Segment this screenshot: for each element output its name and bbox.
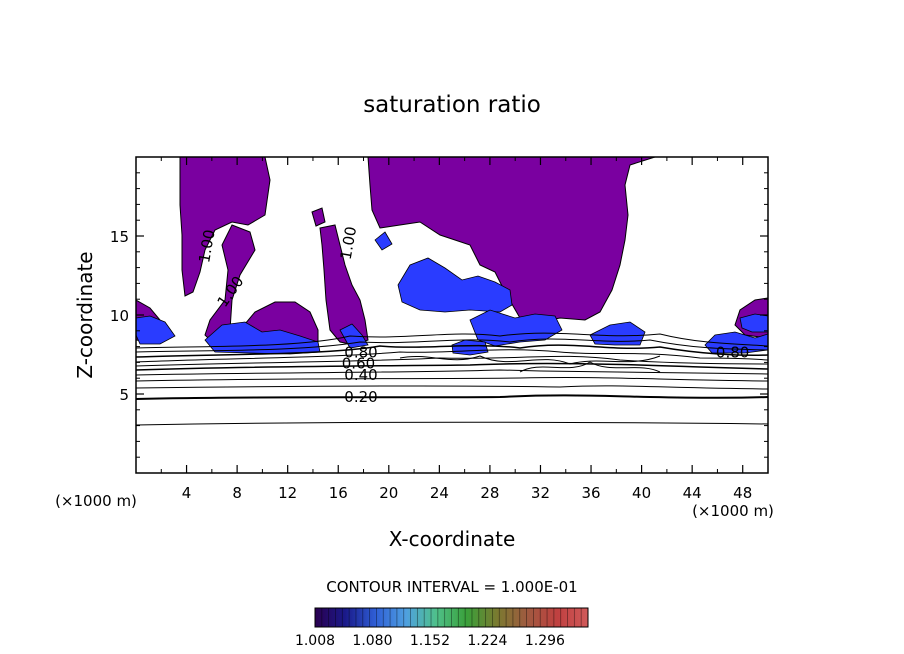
contour-line	[136, 332, 768, 349]
cloud-region	[311, 207, 326, 227]
contour-line	[136, 369, 768, 376]
colorbar-label: 1.296	[525, 633, 565, 649]
contour-label: 1.00	[195, 228, 219, 264]
contour-label: 0.60	[342, 355, 375, 373]
colorbar-label: 1.080	[352, 633, 392, 649]
y-axis-label: Z-coordinate	[73, 251, 97, 378]
contour-label: 0.80	[344, 344, 377, 362]
contour-interval-text: CONTOUR INTERVAL = 1.000E-01	[326, 578, 577, 596]
x-tick-label: 4	[182, 484, 192, 502]
contour-label: 0.80	[716, 344, 749, 362]
x-axis: 4 8 12 16 20 24 28 32 36 40 44 48	[160, 157, 752, 502]
chart-title: saturation ratio	[363, 92, 541, 118]
x-tick-label: 20	[379, 484, 398, 502]
cloud-core-region	[704, 331, 768, 354]
cloud-region	[319, 224, 369, 346]
colorbar-label: 1.152	[410, 633, 450, 649]
contour-line	[136, 344, 768, 358]
contour-line	[136, 385, 768, 390]
cloud-core-region	[397, 257, 513, 313]
contour-label: 0.40	[344, 366, 377, 384]
x-tick-label: 44	[683, 484, 702, 502]
cloud-core-region	[739, 313, 768, 333]
x-tick-label: 28	[480, 484, 499, 502]
contour-line	[136, 394, 768, 400]
x-unit-left: (×1000 m)	[55, 492, 137, 510]
cloud-core-region	[451, 339, 489, 356]
x-tick-label: 36	[581, 484, 600, 502]
contour-line	[399, 355, 661, 365]
contour-line	[136, 355, 768, 367]
colorbar-label: 1.008	[295, 633, 335, 649]
colorbar-label: 1.224	[467, 633, 507, 649]
contour-line	[136, 376, 768, 382]
cloud-region	[179, 157, 271, 297]
contour-label: 0.20	[344, 388, 377, 406]
contour-line	[136, 421, 768, 426]
y-axis: 5 10 15	[110, 172, 768, 458]
x-tick-label: 48	[733, 484, 752, 502]
contour-line	[519, 361, 661, 373]
cloud-core-region	[469, 309, 563, 347]
x-tick-label: 32	[531, 484, 550, 502]
x-axis-label: X-coordinate	[389, 527, 516, 551]
colorbar	[314, 607, 589, 628]
x-tick-label: 16	[329, 484, 348, 502]
cloud-core-region	[374, 231, 393, 251]
x-unit-right: (×1000 m)	[692, 502, 774, 520]
contour-field	[136, 157, 768, 426]
cloud-core-region	[589, 321, 646, 346]
colorbar-labels: 1.008 1.080 1.152 1.224 1.296	[295, 633, 565, 649]
x-tick-label: 12	[278, 484, 297, 502]
x-tick-label: 40	[632, 484, 651, 502]
contour-lines	[136, 332, 768, 426]
contour-label: 1.00	[337, 225, 361, 261]
y-tick-label: 5	[119, 386, 129, 404]
cloud-core-region	[136, 315, 176, 345]
y-tick-label: 15	[110, 228, 129, 246]
contour-line	[136, 338, 768, 353]
contour-label-group: 1.001.001.000.800.600.400.200.80	[195, 225, 749, 406]
contour-label: 1.00	[214, 273, 248, 311]
contour-line	[136, 362, 768, 371]
y-tick-label: 10	[110, 307, 129, 325]
colorbar-ticks	[321, 608, 582, 627]
contour-line	[136, 349, 768, 363]
x-tick-label: 8	[232, 484, 242, 502]
x-tick-label: 24	[430, 484, 449, 502]
